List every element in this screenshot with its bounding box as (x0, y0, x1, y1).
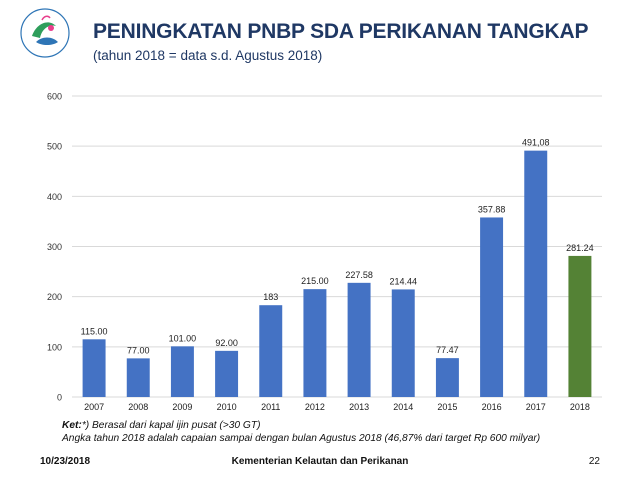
bar (568, 255, 592, 397)
x-tick-label: 2008 (128, 402, 148, 412)
x-tick-label: 2011 (261, 402, 280, 412)
page-number: 22 (588, 456, 600, 467)
notes-line-1-text: *) Berasal dari kapal ijin pusat (>30 GT… (81, 420, 261, 431)
bar (82, 339, 106, 397)
bar (391, 289, 415, 397)
footer-org: Kementerian Kelautan dan Perikanan (231, 456, 409, 467)
x-tick-label: 2018 (570, 402, 590, 412)
data-label: 215.00 (301, 276, 329, 286)
page-subtitle: (tahun 2018 = data s.d. Agustus 2018) (93, 48, 323, 63)
y-tick-label: 100 (47, 342, 62, 352)
notes-line-2: Angka tahun 2018 adalah capaian sampai d… (62, 432, 541, 444)
data-label: 77.47 (436, 345, 459, 355)
bar (524, 150, 548, 397)
y-tick-label: 0 (57, 393, 62, 403)
x-tick-label: 2014 (393, 402, 413, 412)
y-tick-label: 500 (47, 142, 62, 152)
x-tick-label: 2009 (172, 402, 192, 412)
bar (215, 350, 239, 397)
notes-prefix: Ket: (62, 420, 82, 431)
chart-notes: Ket:*) Berasal dari kapal ijin pusat (>3… (62, 420, 632, 445)
data-label: 115.00 (81, 326, 108, 336)
bar (435, 358, 459, 397)
footer-date: 10/23/2018 (40, 456, 91, 467)
y-tick-label: 400 (47, 192, 62, 202)
bar-chart: 0 100 200 300 400 500 600 115.00 2007 77.00 2008 10… (47, 92, 602, 412)
x-tick-label: 2015 (437, 402, 457, 412)
bar (347, 282, 371, 397)
data-label: 281.24 (566, 243, 594, 253)
y-tick-label: 300 (47, 242, 62, 252)
bar (303, 289, 327, 397)
data-label: 227.58 (345, 270, 373, 280)
x-tick-label: 2007 (84, 402, 104, 412)
x-tick-label: 2012 (305, 402, 325, 412)
y-tick-label: 200 (47, 292, 62, 302)
page-title: PENINGKATAN PNBP SDA PERIKANAN TANGKAP (93, 20, 589, 43)
data-label: 183 (263, 292, 278, 302)
data-label: 491,08 (522, 138, 550, 148)
notes-line-1: Ket:*) Berasal dari kapal ijin pusat (>3… (62, 420, 632, 433)
bar (126, 358, 150, 397)
data-label: 77.00 (127, 345, 150, 355)
x-tick-label: 2016 (482, 402, 502, 412)
bar (480, 217, 504, 397)
bar (259, 305, 283, 397)
data-label: 357.88 (478, 204, 506, 214)
x-tick-label: 2017 (526, 402, 546, 412)
x-tick-label: 2013 (349, 402, 369, 412)
data-label: 214.44 (389, 276, 417, 286)
data-label: 92.00 (215, 338, 238, 348)
ministry-logo (18, 6, 72, 60)
y-tick-label: 600 (47, 92, 62, 102)
x-tick-label: 2010 (217, 402, 237, 412)
data-label: 101.00 (169, 333, 197, 343)
bar (170, 346, 194, 397)
